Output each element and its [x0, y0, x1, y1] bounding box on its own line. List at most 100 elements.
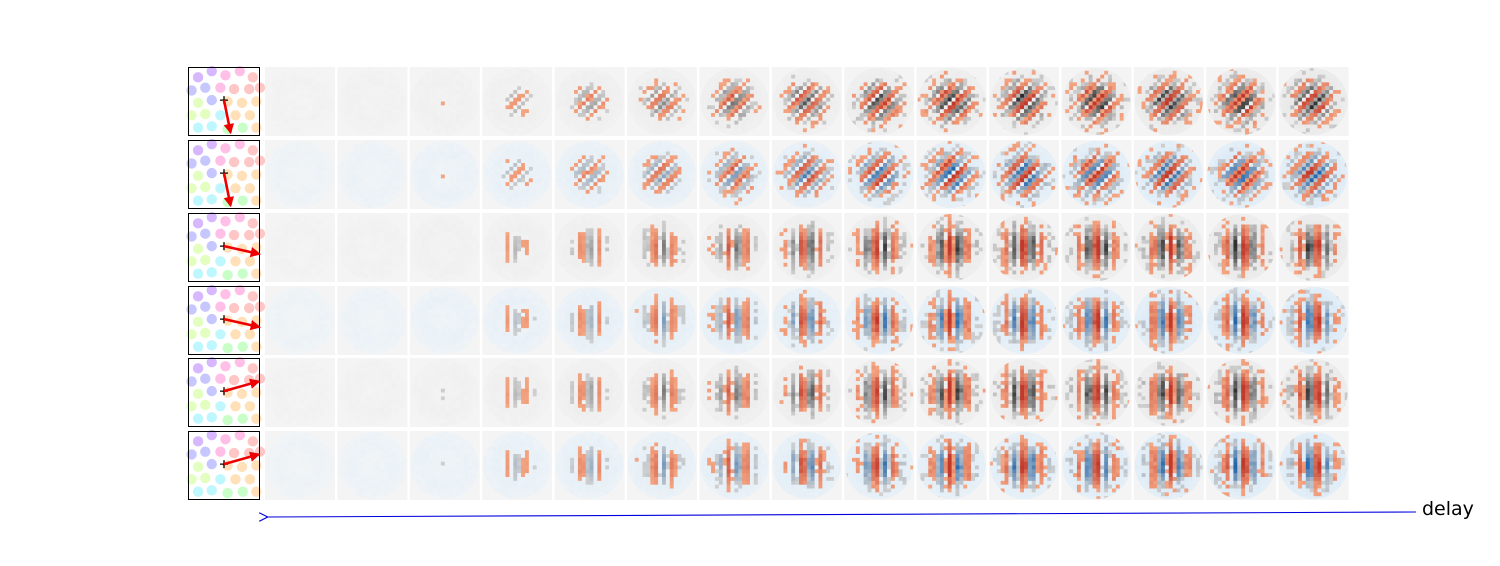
receptive-field-tile	[844, 358, 914, 427]
receptive-field-tile	[410, 67, 480, 136]
receptive-field-tile	[1206, 431, 1276, 500]
receptive-field-tile	[337, 358, 407, 427]
stimulus-dot	[215, 302, 225, 312]
stimulus-dot	[207, 267, 217, 277]
stimulus-dot	[186, 110, 196, 120]
receptive-field-tile	[844, 213, 914, 282]
stimulus-dot	[237, 171, 247, 181]
receptive-field-tile	[917, 67, 987, 136]
stimulus-dot	[251, 487, 261, 497]
stimulus-dot	[193, 269, 203, 279]
stimulus-dot	[200, 83, 210, 93]
receptive-field-tile	[844, 286, 914, 355]
receptive-field-tile	[337, 431, 407, 500]
stimulus-dot	[238, 269, 248, 279]
stimulus-panel	[186, 66, 265, 136]
receptive-field-tile	[772, 286, 842, 355]
stimulus-panel	[186, 357, 265, 427]
stimulus-dot	[200, 328, 210, 338]
stimulus-dot	[244, 157, 254, 167]
stimulus-dot	[200, 302, 210, 312]
receptive-field-tile	[482, 286, 552, 355]
stimulus-dot	[207, 340, 217, 350]
stimulus-dot	[215, 110, 225, 120]
stimulus-dot	[193, 462, 203, 472]
stimulus-dot	[200, 447, 210, 457]
stimulus-dot	[193, 171, 203, 181]
receptive-field-tile	[1206, 67, 1276, 136]
stimulus-dot	[215, 229, 225, 239]
stimulus-dot	[238, 487, 248, 497]
stimulus-dot	[215, 374, 225, 384]
stimulus-dot	[251, 342, 261, 352]
receptive-field-tile	[844, 67, 914, 136]
stimulus-dot	[245, 256, 255, 266]
stimulus-dot	[251, 169, 261, 179]
receptive-field-tile	[555, 431, 625, 500]
receptive-field-tile	[1061, 213, 1131, 282]
stimulus-dot	[186, 85, 196, 95]
stimulus-dot	[200, 109, 210, 119]
stimulus-dot	[245, 329, 255, 339]
receptive-field-tile	[410, 431, 480, 500]
receptive-field-tile	[1134, 67, 1204, 136]
receptive-field-tile	[1279, 358, 1349, 427]
stimulus-dot	[220, 143, 230, 153]
receptive-field-tile	[917, 358, 987, 427]
stimulus-dot	[207, 459, 217, 469]
stimulus-dot	[186, 401, 196, 411]
stimulus-dot	[193, 317, 203, 327]
stimulus-dot	[200, 182, 210, 192]
receptive-field-tile	[482, 431, 552, 500]
receptive-field-tile	[772, 213, 842, 282]
stimulus-dot	[200, 400, 210, 410]
stimulus-dot	[248, 218, 258, 228]
stimulus-dot	[248, 145, 258, 155]
receptive-field-tile	[844, 140, 914, 209]
receptive-field-tile	[555, 286, 625, 355]
stimulus-dot	[230, 401, 240, 411]
receptive-field-tile	[1061, 286, 1131, 355]
receptive-field-tile	[265, 67, 335, 136]
stimulus-dot	[200, 229, 210, 239]
stimulus-dot	[215, 329, 225, 339]
receptive-field-tile	[410, 213, 480, 282]
receptive-field-tile	[627, 286, 697, 355]
stimulus-dot	[251, 123, 261, 133]
stimulus-dot	[215, 156, 225, 166]
receptive-field-tile	[627, 67, 697, 136]
receptive-field-tile	[1134, 431, 1204, 500]
stimulus-dot	[186, 231, 196, 241]
receptive-field-tile	[699, 431, 769, 500]
stimulus-dot	[230, 183, 240, 193]
receptive-field-tile	[482, 358, 552, 427]
stimulus-dot	[193, 98, 203, 108]
receptive-field-tile	[989, 140, 1059, 209]
stimulus-dot	[186, 376, 196, 386]
stimulus-dot	[248, 363, 258, 373]
stimulus-dot	[238, 123, 248, 133]
receptive-field-tile	[844, 431, 914, 500]
stimulus-dot	[251, 96, 261, 106]
stimulus-dot	[220, 434, 230, 444]
stimulus-dot	[207, 241, 217, 251]
stimulus-dot	[207, 168, 217, 178]
stimulus-dot	[251, 269, 261, 279]
receptive-field-tile	[1279, 213, 1349, 282]
receptive-field-tile	[989, 286, 1059, 355]
receptive-field-tile	[555, 358, 625, 427]
receptive-field-tile	[989, 358, 1059, 427]
stimulus-dot	[207, 95, 217, 105]
receptive-field-tile	[1279, 67, 1349, 136]
stimulus-dot	[244, 230, 254, 240]
receptive-field-tile	[772, 67, 842, 136]
stimulus-dot	[207, 485, 217, 495]
stimulus-dot	[229, 230, 239, 240]
receptive-field-tile	[337, 213, 407, 282]
stimulus-dot	[244, 84, 254, 94]
stimulus-dot	[245, 474, 255, 484]
delay-label: delay	[1422, 498, 1474, 520]
receptive-field-tile	[699, 140, 769, 209]
receptive-field-tile	[772, 431, 842, 500]
stimulus-dot	[230, 329, 240, 339]
